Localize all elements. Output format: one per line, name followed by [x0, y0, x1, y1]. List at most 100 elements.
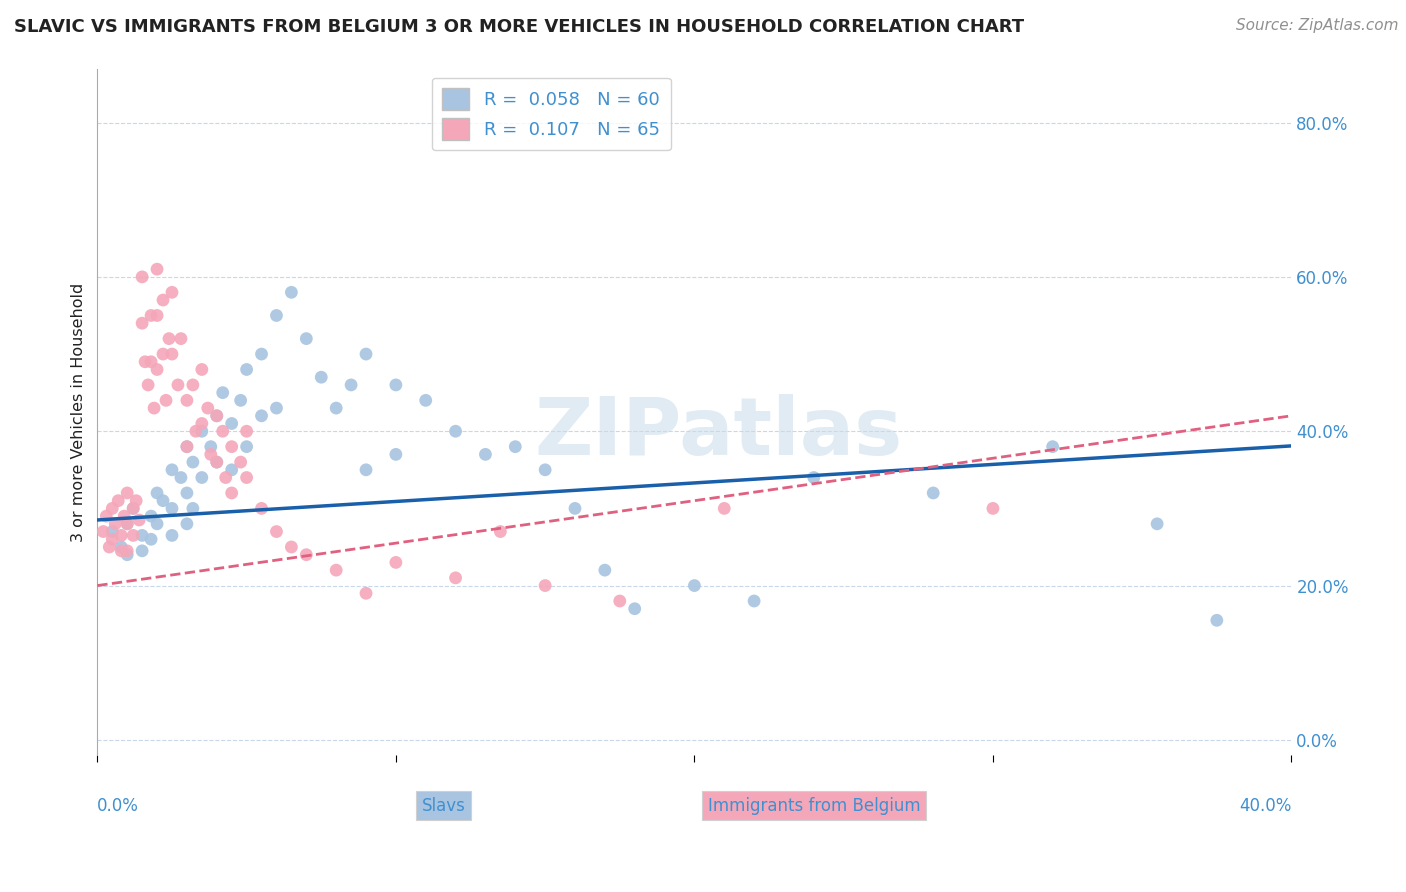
Point: [250, 409, 273, 423]
Point: [205, 409, 228, 423]
Point: [176, 440, 198, 454]
Point: [280, 285, 302, 300]
Point: [713, 501, 735, 516]
Point: [115, 486, 138, 500]
Point: [115, 516, 138, 531]
Point: [131, 528, 153, 542]
Point: [115, 544, 138, 558]
Point: [295, 548, 318, 562]
Point: [110, 540, 132, 554]
Point: [122, 528, 145, 542]
Point: [340, 378, 363, 392]
Point: [152, 347, 174, 361]
Point: [160, 347, 183, 361]
Point: [181, 455, 204, 469]
Point: [115, 516, 138, 531]
Point: [191, 470, 214, 484]
Point: [415, 393, 437, 408]
Point: [131, 316, 153, 330]
Point: [564, 501, 586, 516]
Point: [184, 424, 207, 438]
Point: [136, 378, 159, 392]
Point: [107, 493, 129, 508]
Point: [160, 528, 183, 542]
Point: [160, 501, 183, 516]
Point: [354, 347, 377, 361]
Point: [139, 509, 162, 524]
Text: 0.0%: 0.0%: [97, 797, 139, 814]
Point: [325, 563, 347, 577]
Point: [191, 362, 214, 376]
Point: [176, 486, 198, 500]
Point: [104, 516, 127, 531]
Text: SLAVIC VS IMMIGRANTS FROM BELGIUM 3 OR MORE VEHICLES IN HOUSEHOLD CORRELATION CH: SLAVIC VS IMMIGRANTS FROM BELGIUM 3 OR M…: [14, 18, 1024, 36]
Point: [112, 509, 135, 524]
Point: [211, 424, 233, 438]
Text: ZIPatlas: ZIPatlas: [534, 393, 903, 472]
Point: [221, 463, 243, 477]
Point: [134, 355, 156, 369]
Point: [235, 440, 257, 454]
Point: [152, 293, 174, 307]
Point: [1205, 613, 1227, 627]
Point: [235, 470, 257, 484]
Point: [110, 544, 132, 558]
Point: [229, 393, 252, 408]
Point: [385, 378, 408, 392]
Point: [197, 401, 219, 415]
Point: [489, 524, 512, 539]
Point: [131, 269, 153, 284]
Point: [474, 447, 496, 461]
Point: [139, 533, 162, 547]
Point: [157, 332, 180, 346]
Point: [191, 417, 214, 431]
Point: [235, 362, 257, 376]
Point: [155, 393, 177, 408]
Point: [146, 309, 169, 323]
Point: [981, 501, 1004, 516]
Point: [91, 524, 114, 539]
Point: [742, 594, 765, 608]
Point: [211, 385, 233, 400]
Point: [110, 528, 132, 542]
Point: [96, 509, 118, 524]
Point: [170, 470, 193, 484]
Point: [803, 470, 825, 484]
Point: [266, 401, 288, 415]
Point: [354, 463, 377, 477]
Point: [122, 501, 145, 516]
Point: [160, 463, 183, 477]
Point: [922, 486, 945, 500]
Point: [205, 455, 228, 469]
Point: [266, 524, 288, 539]
Point: [167, 378, 190, 392]
Y-axis label: 3 or more Vehicles in Household: 3 or more Vehicles in Household: [72, 282, 86, 541]
Point: [1146, 516, 1168, 531]
Point: [131, 544, 153, 558]
Point: [593, 563, 616, 577]
Point: [235, 424, 257, 438]
Point: [1042, 440, 1064, 454]
Point: [200, 447, 222, 461]
Point: [250, 347, 273, 361]
Point: [146, 262, 169, 277]
Point: [683, 578, 706, 592]
Point: [128, 513, 150, 527]
Point: [623, 601, 645, 615]
Point: [280, 540, 302, 554]
Text: 40.0%: 40.0%: [1239, 797, 1292, 814]
Point: [160, 285, 183, 300]
Point: [101, 501, 124, 516]
Point: [444, 571, 467, 585]
Point: [143, 401, 166, 415]
Point: [101, 524, 124, 539]
Text: Immigrants from Belgium: Immigrants from Belgium: [707, 797, 920, 814]
Point: [221, 440, 243, 454]
Point: [534, 578, 557, 592]
Point: [266, 309, 288, 323]
Point: [221, 417, 243, 431]
Point: [139, 355, 162, 369]
Point: [146, 486, 169, 500]
Point: [176, 440, 198, 454]
Point: [181, 378, 204, 392]
